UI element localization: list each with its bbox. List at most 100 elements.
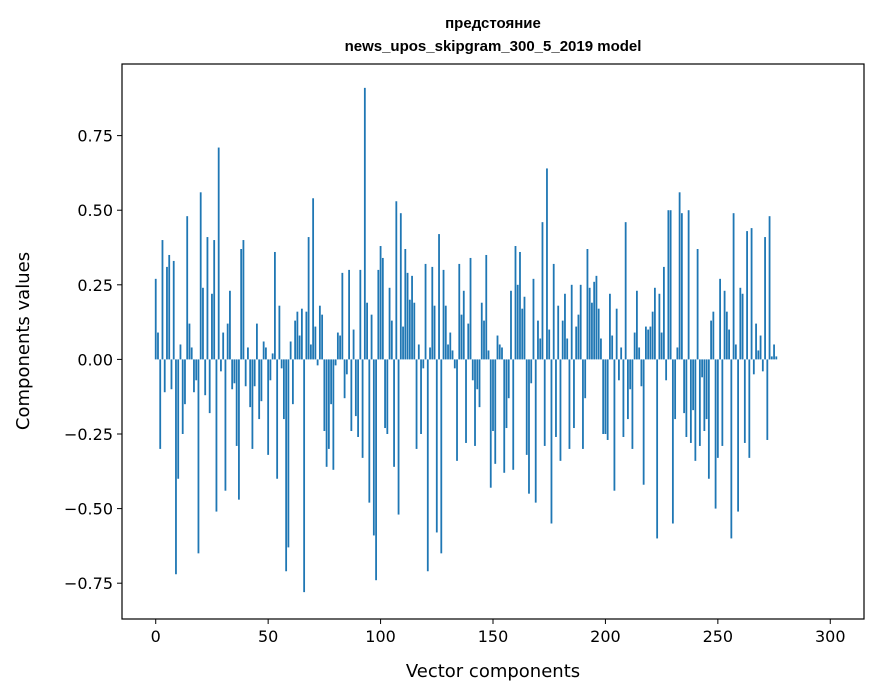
bar (458, 263, 461, 360)
bar (514, 246, 517, 360)
bar (757, 350, 760, 360)
bar (539, 338, 542, 360)
bar (465, 359, 467, 443)
bar (689, 359, 692, 443)
bar (377, 269, 380, 360)
bar (537, 320, 539, 360)
bar (426, 359, 429, 572)
bar (296, 311, 299, 360)
bar (276, 359, 279, 479)
bar (190, 347, 193, 360)
bar (485, 254, 488, 360)
bar (197, 359, 200, 554)
bar (622, 359, 625, 437)
bar (541, 222, 544, 360)
bar (336, 332, 339, 360)
bar (627, 359, 629, 420)
bar (494, 359, 497, 464)
bar (460, 314, 463, 360)
bar (586, 249, 589, 360)
bar (453, 359, 456, 369)
bar (624, 222, 627, 360)
x-tick-label: 50 (258, 627, 278, 646)
bar (660, 332, 663, 360)
bar (566, 338, 569, 360)
bar (498, 344, 501, 360)
bar (262, 341, 265, 360)
bar (307, 237, 310, 360)
bar (577, 314, 580, 360)
bar (658, 293, 661, 360)
x-tick-label: 100 (365, 627, 396, 646)
bar (692, 359, 695, 411)
bar (170, 359, 173, 390)
bar (476, 359, 479, 390)
bar (462, 290, 465, 360)
bar (516, 284, 519, 360)
bar (631, 359, 634, 449)
bar (492, 359, 494, 432)
bar (746, 231, 748, 360)
bar (327, 359, 330, 449)
bar (354, 359, 357, 417)
bar (703, 359, 706, 432)
bar (253, 359, 256, 387)
bar (451, 350, 454, 360)
bar (159, 359, 162, 449)
bar (271, 353, 274, 360)
bar (651, 311, 654, 360)
bar (604, 359, 607, 434)
bar (600, 338, 602, 360)
y-tick-label: −0.25 (64, 425, 113, 444)
bar (759, 335, 762, 360)
bar (350, 359, 353, 432)
bar (559, 359, 562, 461)
bar (615, 308, 618, 360)
bar (172, 260, 175, 360)
bar (184, 359, 186, 405)
bar (202, 287, 204, 360)
bar (242, 240, 245, 360)
bar (318, 305, 321, 360)
bar (215, 359, 218, 512)
x-tick-label: 150 (478, 627, 509, 646)
bar (674, 359, 677, 420)
bar (557, 305, 560, 360)
bar (303, 359, 306, 593)
bar (188, 323, 191, 360)
bar (593, 281, 596, 360)
bar (645, 326, 647, 360)
bar (413, 302, 416, 360)
bar (534, 359, 537, 503)
bar (597, 308, 600, 360)
x-axis-ticks: 0 50 100 150 200 250 300 (151, 619, 846, 646)
bar (260, 359, 263, 402)
bar (267, 359, 270, 455)
bar (512, 359, 515, 470)
bar (420, 359, 422, 434)
bar (501, 347, 503, 360)
bar (222, 332, 225, 360)
bar (687, 210, 690, 360)
bar (321, 314, 324, 360)
bar (249, 359, 252, 408)
bar (575, 326, 578, 360)
bar (471, 359, 474, 381)
bar (438, 234, 440, 360)
bar (676, 347, 679, 360)
bar (447, 344, 449, 360)
bar (309, 344, 312, 360)
bar (728, 329, 730, 360)
bar (649, 326, 652, 360)
bar (429, 347, 431, 360)
x-axis-label: Vector components (406, 661, 580, 682)
bar (265, 347, 267, 360)
x-tick-label: 0 (151, 627, 161, 646)
bar (568, 359, 571, 449)
bar (573, 359, 575, 429)
bar (741, 293, 744, 360)
bar (523, 296, 526, 360)
bar (680, 213, 683, 360)
bar (386, 359, 389, 434)
bar (161, 240, 164, 360)
